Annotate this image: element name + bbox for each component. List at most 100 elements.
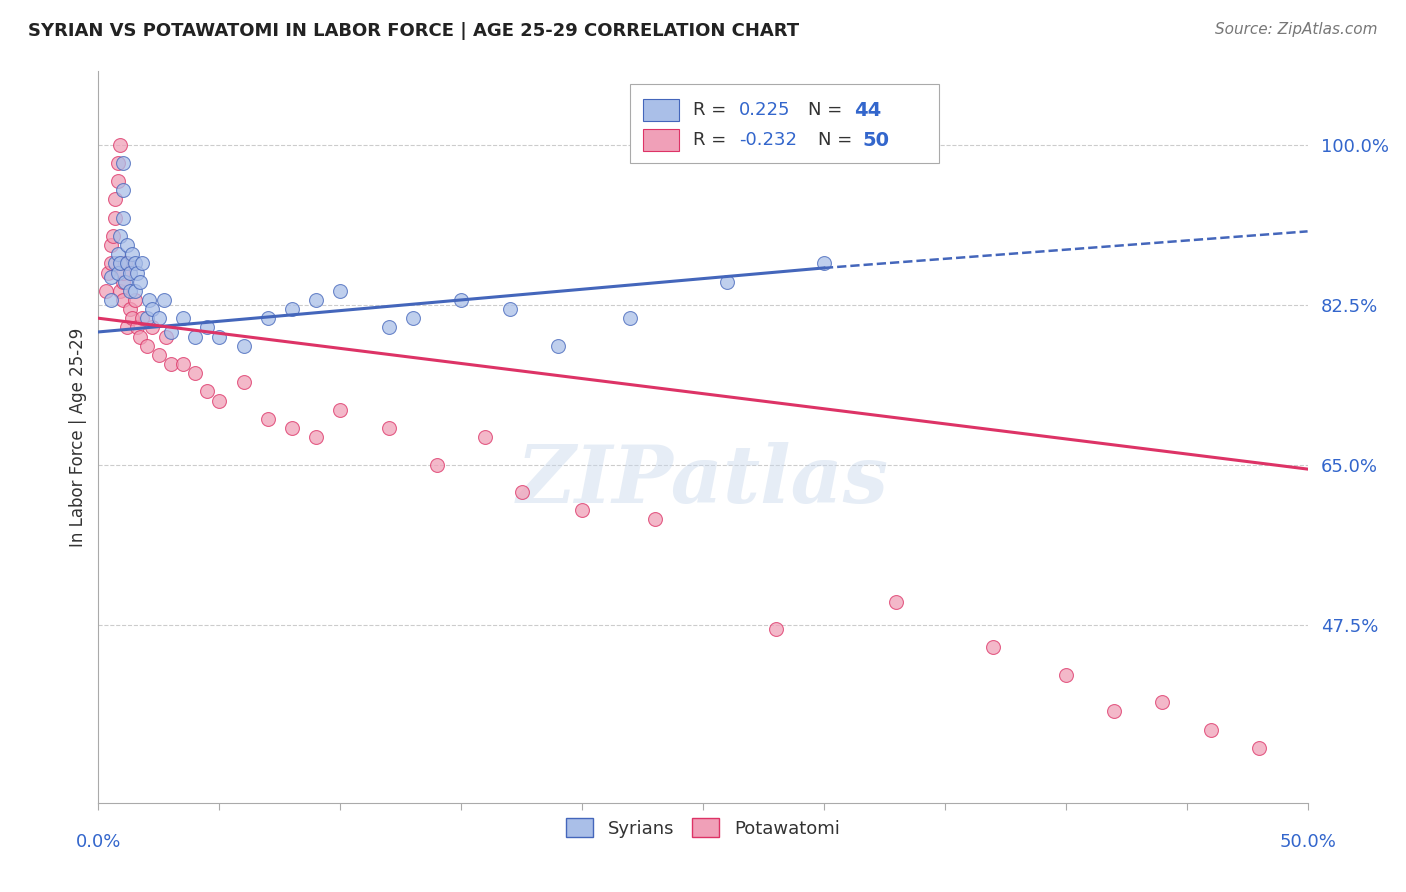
Point [765, 622, 787, 636]
Point [118, 301, 141, 317]
Point [644, 512, 666, 526]
Point [232, 376, 254, 390]
Point [148, 348, 170, 362]
Point [377, 320, 399, 334]
Text: 44: 44 [855, 101, 882, 120]
Point [1249, 740, 1271, 755]
Point [141, 320, 163, 334]
Point [138, 293, 160, 307]
Point [329, 284, 352, 298]
Point [118, 266, 141, 280]
Point [426, 458, 449, 472]
Point [281, 301, 304, 317]
Y-axis label: In Labor Force | Age 25-29: In Labor Force | Age 25-29 [69, 327, 87, 547]
Point [1199, 723, 1222, 737]
Point [172, 357, 194, 371]
Text: 50: 50 [863, 130, 890, 150]
Point [135, 338, 157, 352]
Point [94, 284, 117, 298]
Point [155, 329, 177, 343]
Point [305, 430, 328, 444]
Point [111, 211, 134, 225]
Point [1152, 695, 1174, 709]
Point [111, 275, 134, 289]
Point [104, 256, 127, 270]
Point [813, 256, 835, 270]
Point [131, 311, 153, 326]
Text: N =: N = [808, 101, 848, 120]
Point [184, 329, 207, 343]
Point [108, 228, 131, 243]
Point [135, 311, 157, 326]
Point [111, 266, 134, 280]
Point [141, 301, 163, 317]
Text: Source: ZipAtlas.com: Source: ZipAtlas.com [1215, 22, 1378, 37]
Point [111, 183, 134, 197]
Point [100, 256, 122, 270]
Point [619, 311, 641, 326]
Text: N =: N = [818, 131, 858, 149]
Point [1102, 705, 1125, 719]
Point [107, 247, 129, 261]
Point [256, 311, 278, 326]
Point [118, 284, 141, 298]
Point [148, 311, 170, 326]
Bar [630, 84, 939, 163]
Point [124, 256, 146, 270]
Bar [643, 99, 679, 121]
Text: R =: R = [693, 131, 733, 149]
Point [111, 155, 134, 169]
Point [124, 284, 146, 298]
Point [232, 338, 254, 352]
Point [256, 412, 278, 426]
Point [114, 256, 136, 270]
Point [195, 320, 218, 334]
Point [124, 293, 146, 307]
Point [981, 640, 1004, 655]
Point [100, 293, 122, 307]
Point [117, 320, 139, 334]
Point [547, 338, 569, 352]
Point [127, 320, 149, 334]
Point [305, 293, 328, 307]
Point [498, 301, 520, 317]
Point [100, 270, 122, 285]
Point [114, 275, 136, 289]
Point [104, 211, 127, 225]
Point [121, 311, 143, 326]
Point [160, 357, 183, 371]
Point [111, 293, 134, 307]
Point [107, 155, 129, 169]
Point [108, 137, 131, 152]
Point [172, 311, 194, 326]
Point [886, 594, 908, 608]
Point [208, 393, 231, 408]
Point [108, 256, 131, 270]
Point [121, 247, 143, 261]
Point [107, 266, 129, 280]
Point [128, 275, 150, 289]
Point [402, 311, 425, 326]
Point [1054, 667, 1077, 681]
Point [100, 238, 122, 252]
Bar [643, 129, 679, 151]
Point [184, 366, 207, 380]
Legend: Syrians, Potawatomi: Syrians, Potawatomi [560, 811, 846, 845]
Point [716, 275, 738, 289]
Point [329, 402, 352, 417]
Text: 0.225: 0.225 [740, 101, 790, 120]
Text: ZIPatlas: ZIPatlas [517, 442, 889, 520]
Point [117, 256, 139, 270]
Point [281, 421, 304, 435]
Point [377, 421, 399, 435]
Point [450, 293, 472, 307]
Point [208, 329, 231, 343]
Point [128, 329, 150, 343]
Point [131, 256, 153, 270]
Point [117, 238, 139, 252]
Point [104, 193, 127, 207]
Point [152, 293, 174, 307]
Text: -0.232: -0.232 [740, 131, 797, 149]
Point [97, 266, 120, 280]
Point [108, 284, 131, 298]
